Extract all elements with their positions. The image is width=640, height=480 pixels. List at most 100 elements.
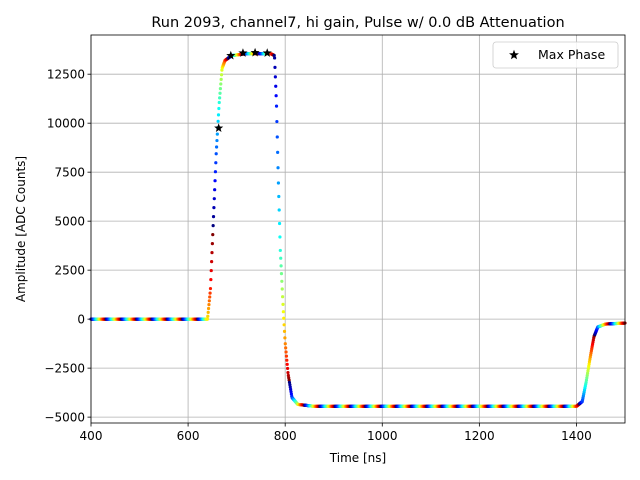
pulse-point [220, 68, 224, 72]
pulse-point [286, 370, 290, 375]
pulse-point [276, 166, 280, 170]
pulse-point [206, 314, 210, 318]
pulse-point [278, 248, 282, 253]
max-phase-marker [226, 50, 236, 60]
pulse-point [218, 91, 222, 95]
y-axis-label: Amplitude [ADC Counts] [14, 156, 28, 302]
pulse-point [214, 161, 218, 165]
pulse-point [218, 96, 222, 100]
x-tick-label: 1400 [561, 429, 592, 443]
pulse-point [207, 303, 211, 307]
pulse-point [276, 181, 281, 185]
pulse-point [275, 135, 279, 139]
pulse-point [279, 272, 284, 276]
y-tick-label: 5000 [54, 214, 85, 228]
pulse-point [218, 87, 222, 91]
x-axis-ticks: 400 600 800 1000 1200 1400 [80, 423, 592, 443]
max-phase-marker [238, 48, 248, 57]
pulse-point [213, 188, 217, 192]
pulse-point [208, 291, 212, 295]
pulse-point [217, 100, 221, 105]
pulse-point [272, 53, 276, 58]
plot-frame [90, 34, 626, 424]
pulse-point [285, 366, 290, 371]
max-phase-markers [214, 47, 272, 132]
pulse-point [209, 277, 213, 282]
pulse-point [284, 350, 288, 354]
pulse-point [219, 73, 224, 77]
y-tick-label: 7500 [54, 165, 85, 179]
pulse-point [212, 197, 216, 201]
pulse-point [274, 94, 278, 98]
pulse-point [279, 264, 283, 268]
pulse-point [278, 235, 282, 239]
pulse-point [285, 358, 289, 362]
pulse-point [205, 317, 210, 321]
max-phase-marker [250, 47, 260, 57]
y-axis-ticks: −5000 −2500 0 2500 5000 7500 10000 12500 [44, 67, 91, 424]
pulse-point [281, 295, 285, 299]
legend-entry-max-phase: Max Phase [538, 47, 605, 62]
pulse-point [280, 279, 284, 283]
pulse-point [273, 65, 277, 69]
pulse-point [213, 179, 217, 183]
x-tick-label: 1200 [464, 429, 495, 443]
pulse-point [282, 329, 287, 333]
pulse-point [214, 152, 218, 156]
pulse-point [274, 104, 279, 108]
legend: Max Phase [492, 41, 619, 69]
pulse-point [208, 286, 213, 291]
pulse-point [211, 215, 216, 219]
pulse-point [275, 119, 279, 124]
pulse-point [281, 302, 285, 307]
pulse-point [285, 362, 289, 366]
y-tick-label: 10000 [47, 116, 85, 130]
pulse-point [212, 206, 216, 210]
pulse-point [277, 208, 281, 212]
x-tick-label: 600 [177, 429, 200, 443]
pulse-point [209, 268, 213, 273]
pulse-point [211, 224, 215, 228]
grid-layer [90, 35, 625, 423]
y-tick-label: 12500 [47, 67, 85, 81]
pulse-point [206, 306, 211, 311]
pulse-point [284, 346, 288, 350]
pulse-point [215, 138, 219, 143]
pulse-point [216, 119, 220, 123]
pulse-point [284, 354, 289, 358]
pulse-point [213, 170, 218, 174]
pulse-point [279, 256, 283, 260]
pulse-point [283, 336, 287, 340]
pulse-point [207, 299, 211, 303]
legend-star-icon [509, 49, 519, 60]
pulse-point [216, 113, 221, 117]
max-phase-marker [214, 123, 224, 132]
x-tick-label: 800 [274, 429, 297, 443]
pulse-point [282, 316, 286, 320]
pulse-point [280, 287, 284, 291]
pulse-point [282, 323, 286, 327]
pulse-points [89, 52, 627, 408]
pulse-point [277, 194, 281, 199]
pulse-point [210, 242, 214, 246]
y-tick-label: −2500 [44, 361, 85, 375]
y-tick-label: 2500 [54, 263, 85, 277]
pulse-point [215, 132, 219, 136]
legend-box [492, 41, 619, 69]
pulse-point [214, 145, 219, 149]
pulse-point [273, 56, 277, 60]
pulse-point [281, 310, 285, 314]
pulse-point [274, 84, 278, 88]
max-phase-marker [262, 48, 272, 57]
pulse-point [277, 221, 282, 226]
pulse-point [283, 342, 287, 346]
pulse-point [219, 77, 223, 81]
pulse-point [206, 310, 210, 314]
pulse-point [219, 82, 223, 86]
pulse-point [273, 75, 277, 79]
x-tick-label: 400 [80, 429, 103, 443]
pulse-point [210, 251, 214, 255]
pulse-point [276, 150, 280, 154]
y-tick-label: −5000 [44, 410, 85, 424]
